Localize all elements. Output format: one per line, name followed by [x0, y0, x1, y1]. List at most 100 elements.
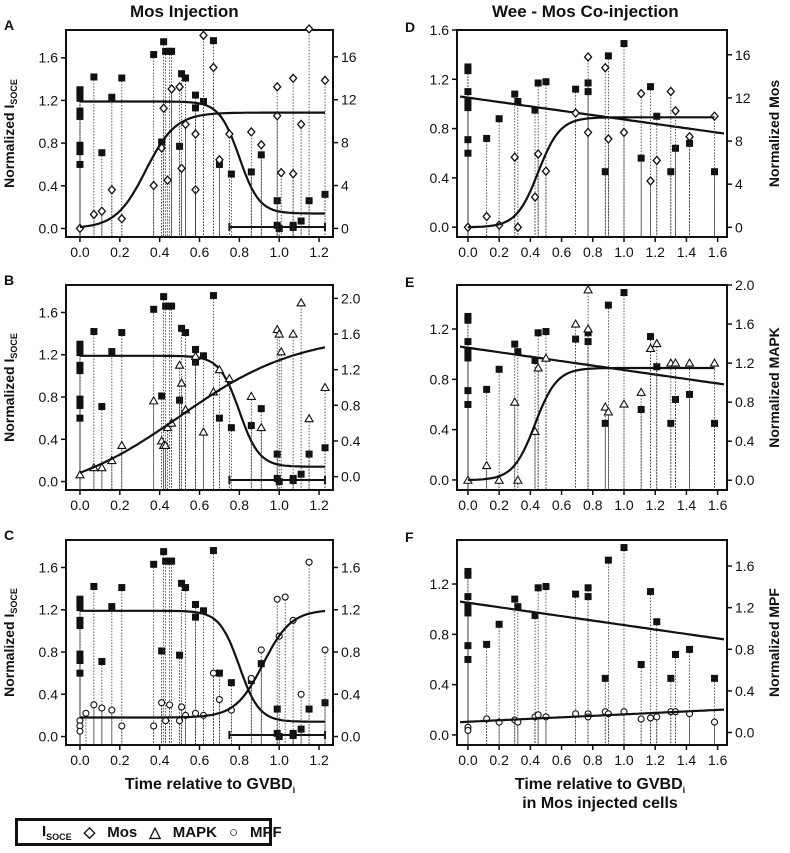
isoce-point	[464, 609, 472, 617]
isoce-point	[215, 669, 223, 677]
x-tick-label: 0.8	[583, 752, 603, 768]
mos-point	[256, 139, 266, 150]
isoce-point	[209, 547, 217, 555]
isoce-point	[604, 52, 612, 60]
isoce-point	[464, 136, 472, 144]
y-axis-label-sub: SOCE	[9, 79, 19, 105]
mpf-fit-curve	[460, 708, 724, 724]
isoce-point	[464, 338, 472, 346]
x-tick-label: 0.6	[190, 752, 210, 768]
y-axis-label: Normalized ISOCE	[1, 333, 19, 442]
mos-point	[600, 62, 610, 73]
mapk-point	[116, 440, 127, 449]
x-label-text: Time relative to GVBD	[124, 776, 293, 793]
mapk-point	[148, 395, 159, 405]
x-tick-label: 1.0	[614, 497, 634, 513]
mapk-point	[541, 353, 551, 362]
y2-tick-label: 0.8	[341, 397, 361, 413]
mapk-point	[512, 475, 523, 484]
y2-tick-label: 0	[735, 219, 743, 235]
isoce-point	[584, 593, 592, 601]
isoce-point	[178, 579, 186, 587]
isoce-point	[76, 367, 84, 375]
mapk-point	[246, 391, 257, 400]
isoce-point	[495, 115, 503, 123]
isoce-point	[192, 613, 200, 621]
mos-point	[167, 84, 176, 94]
mos-point	[530, 192, 540, 203]
isoce-point	[289, 729, 297, 737]
isoce-point	[160, 293, 168, 301]
mapk-point	[174, 360, 185, 369]
isoce-point	[297, 725, 305, 733]
y-tick-label: 0.0	[39, 220, 59, 236]
panel-c: C 0.0 0.2 0.4 0.6 0.8 1.0 1.2 0.0 0.4 0.8 1.2 1.6 0.0…	[1, 527, 361, 768]
x-tick-label: 1.0	[614, 244, 634, 260]
x-tick-label: 0.0	[458, 244, 478, 260]
mos-point	[199, 30, 208, 41]
isoce-point	[531, 356, 539, 364]
y-axis-label: Normalized ISOCE	[1, 79, 19, 188]
isoce-point	[584, 79, 592, 87]
isoce-point	[160, 548, 168, 556]
isoce-point	[257, 660, 265, 668]
y-tick-label: 0.4	[430, 422, 450, 438]
isoce-point	[76, 94, 84, 102]
isoce-point	[160, 38, 168, 46]
isoce-point	[199, 352, 207, 360]
y-tick-label: 1.6	[39, 559, 59, 575]
y2-tick-label: 12	[735, 90, 751, 106]
y-tick-label: 1.2	[39, 347, 59, 363]
x-tick-label: 0.0	[458, 497, 478, 513]
isoce-point	[150, 51, 158, 59]
y2-tick-label: 4	[735, 176, 743, 192]
isoce-point	[192, 91, 200, 99]
isoce-point	[534, 79, 542, 87]
y-tick-label: 0.8	[430, 121, 450, 137]
legend-mapk: MAPK	[172, 823, 217, 841]
mpf-point	[646, 714, 655, 722]
title-mos-injection: Mos Injection	[130, 2, 239, 21]
x-tick-label: 0.4	[150, 244, 170, 260]
y2-tick-label: 0.0	[735, 725, 755, 741]
y2-tick-label: 12	[341, 92, 357, 108]
mapk-point	[296, 297, 307, 307]
isoce-point	[671, 650, 679, 658]
mapk-point	[645, 343, 656, 353]
mos-point	[685, 131, 694, 142]
y-tick-label: 1.2	[430, 576, 450, 592]
mapk-point	[224, 373, 235, 383]
mos-point	[97, 206, 107, 217]
isoce-fit-curve	[459, 345, 725, 386]
y-tick-label: 0.0	[39, 729, 59, 745]
isoce-point	[321, 190, 329, 198]
isoce-point	[464, 63, 472, 71]
mos-point	[246, 126, 256, 137]
isoce-point	[321, 699, 329, 707]
y2-tick-label: 8	[735, 133, 743, 149]
isoce-point	[653, 363, 661, 371]
mos-point	[533, 148, 543, 159]
isoce-point	[534, 329, 542, 337]
mapk-point	[96, 462, 107, 472]
mos-point	[513, 222, 523, 233]
isoce-point	[711, 674, 719, 682]
isoce-point	[118, 329, 126, 337]
isoce-fit-curve	[79, 609, 325, 723]
x-label-sub: i	[682, 785, 686, 796]
y2-axis-label: Normalized MAPK	[766, 327, 782, 448]
x-tick-label: 1.2	[309, 497, 329, 513]
x-tick-label: 1.4	[677, 244, 697, 260]
x-tick-label: 0.6	[190, 497, 210, 513]
mapk-point	[636, 387, 647, 396]
mos-point	[215, 154, 224, 165]
y2-tick-label: 0.4	[735, 433, 755, 449]
isoce-point	[199, 607, 207, 615]
mapk-point	[198, 426, 209, 436]
x-tick-label: 1.6	[708, 752, 728, 768]
isoce-point	[572, 85, 580, 93]
isoce-point	[495, 620, 503, 628]
isoce-point	[653, 618, 661, 626]
mpf-point	[464, 726, 472, 734]
